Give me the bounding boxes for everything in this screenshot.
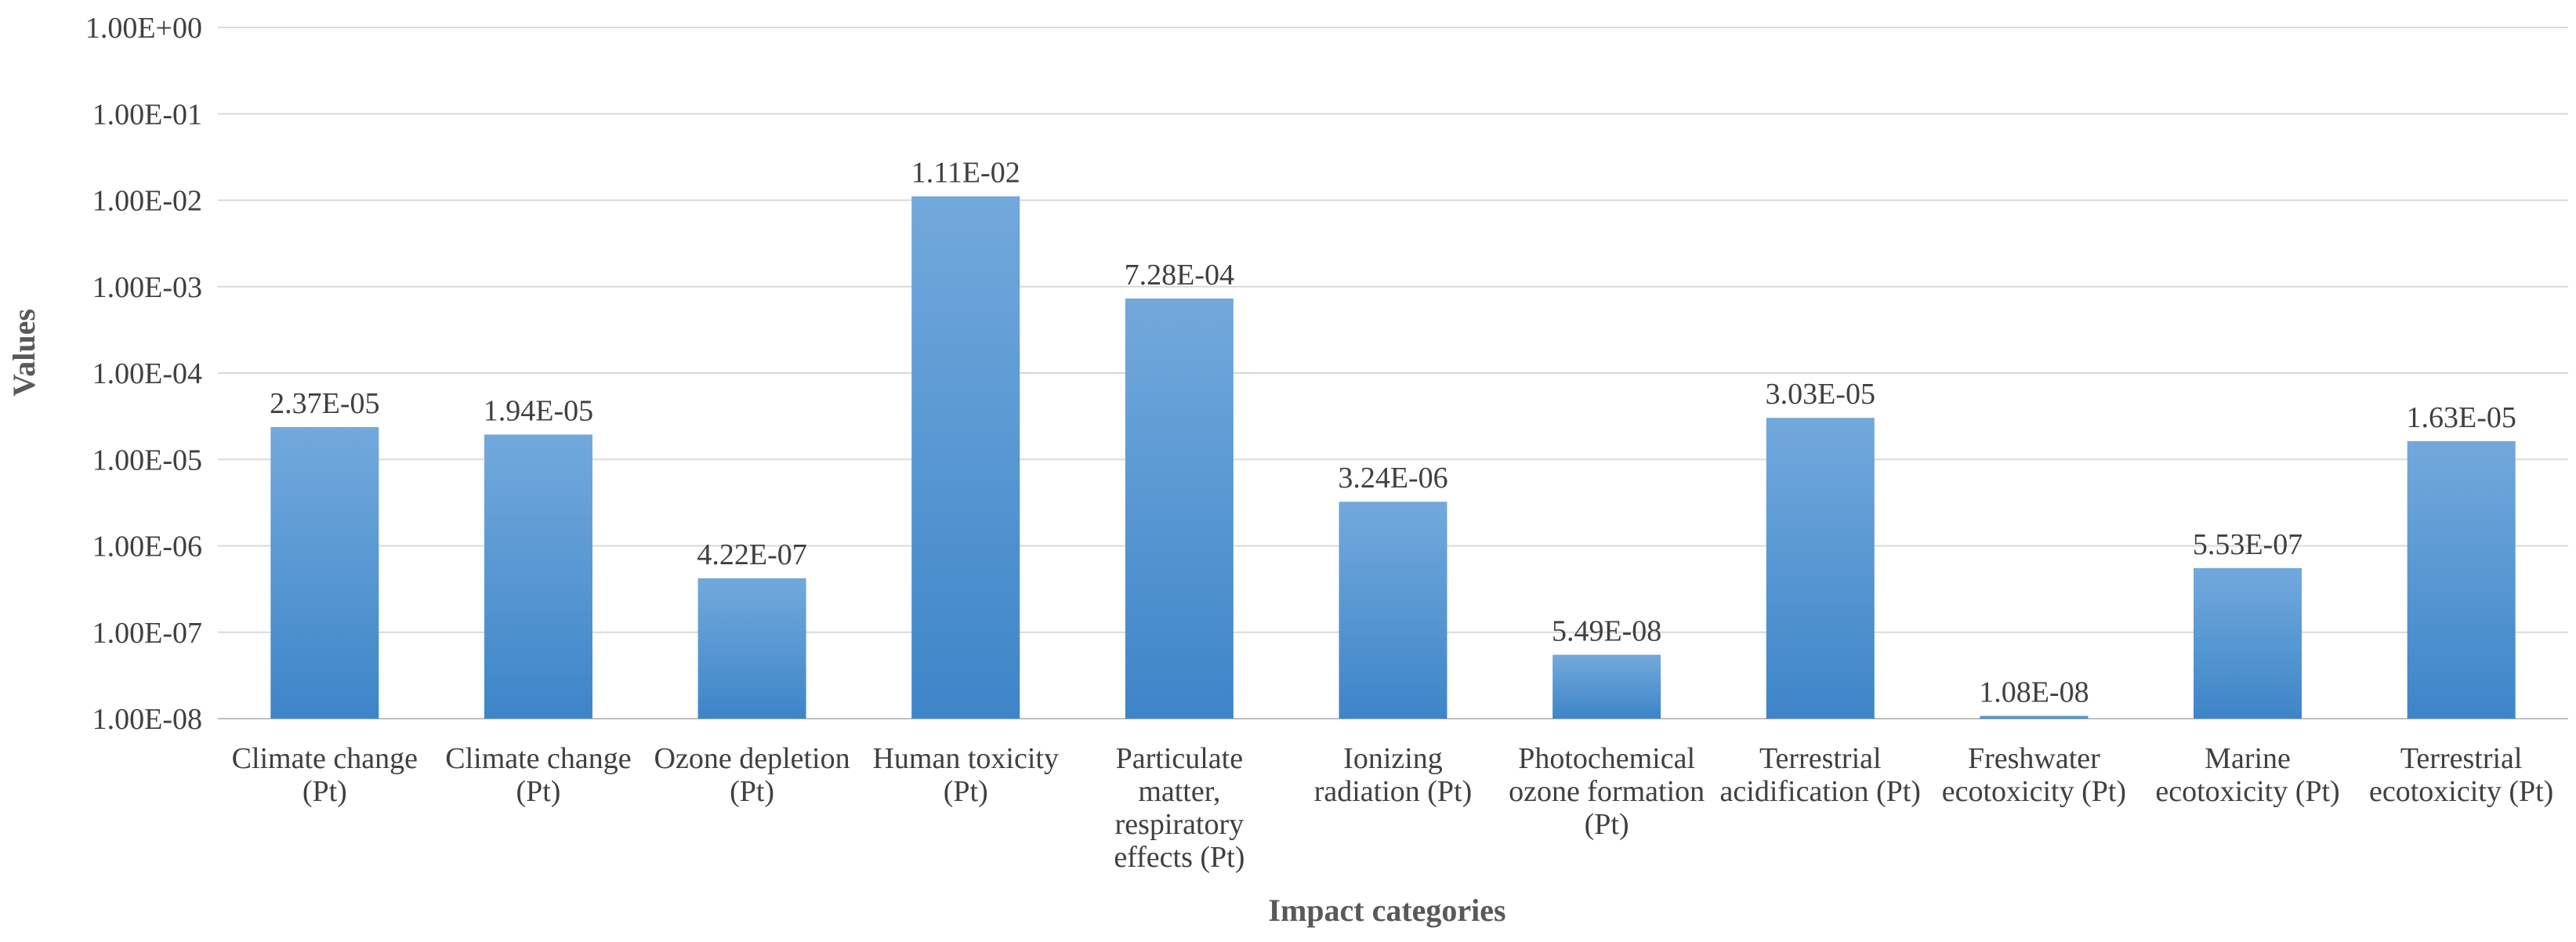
bars [270, 196, 2516, 719]
data-label: 1.11E-02 [911, 157, 1020, 190]
data-label: 3.24E-06 [1338, 462, 1447, 495]
bar [1552, 654, 1661, 719]
x-tick-label: Terrestrial acidification (Pt) [1720, 742, 1921, 808]
x-tick-label: Photochemical ozone formation (Pt) [1509, 742, 1705, 841]
bar [270, 426, 379, 719]
x-tick-label: Freshwater ecotoxicity (Pt) [1942, 742, 2126, 808]
bar [2194, 567, 2302, 719]
bar [697, 578, 806, 719]
x-tick-label: Terrestrial ecotoxicity (Pt) [2369, 742, 2553, 808]
y-tick-label: 1.00E-07 [92, 617, 202, 650]
x-tick-label: Marine ecotoxicity (Pt) [2155, 742, 2339, 808]
y-axis-ticks: 1.00E-08 1.00E-07 1.00E-06 1.00E-05 1.00E-04… [85, 12, 202, 736]
x-tick-label: Ozone depletion (Pt) [654, 742, 850, 808]
bar [1766, 418, 1875, 719]
gridlines [218, 27, 2568, 719]
y-tick-label: 1.00E-01 [92, 98, 202, 131]
bar [1125, 298, 1234, 719]
x-axis-title: Impact categories [1268, 893, 1505, 928]
data-labels: 2.37E-05 1.94E-05 4.22E-07 1.11E-02 7.28E-04… [270, 157, 2516, 709]
y-tick-label: 1.00E-03 [92, 271, 202, 304]
data-label: 1.08E-08 [1979, 676, 2089, 708]
x-tick-label: Climate change (Pt) [445, 742, 631, 808]
y-tick-label: 1.00E-06 [92, 531, 202, 563]
x-tick-label: Ionizing radiation (Pt) [1314, 742, 1473, 808]
data-label: 3.03E-05 [1766, 378, 1875, 411]
bar [1980, 716, 2089, 719]
x-tick-label: Human toxicity (Pt) [872, 742, 1058, 808]
data-label: 5.53E-07 [2193, 528, 2302, 561]
y-tick-label: 1.00E-04 [92, 357, 202, 390]
data-label: 2.37E-05 [270, 387, 379, 420]
data-label: 4.22E-07 [697, 538, 806, 571]
x-axis-categories: Climate change (Pt) Climate change (Pt) Ozon… [232, 742, 2554, 874]
bar [484, 434, 592, 719]
data-label: 7.28E-04 [1125, 259, 1234, 292]
y-tick-label: 1.00E-08 [92, 703, 202, 736]
y-tick-label: 1.00E+00 [85, 12, 202, 45]
data-label: 1.94E-05 [484, 395, 593, 428]
y-tick-label: 1.00E-05 [92, 444, 202, 476]
bar [2407, 440, 2516, 719]
x-tick-label: Particulate matter, respiratory effects (Pt… [1114, 742, 1245, 874]
data-label: 1.63E-05 [2406, 401, 2516, 434]
y-axis-title: Values [6, 309, 42, 397]
bar [911, 196, 1020, 719]
x-tick-label: Climate change (Pt) [232, 742, 418, 808]
data-label: 5.49E-08 [1552, 614, 1661, 647]
y-tick-label: 1.00E-02 [92, 185, 202, 218]
bar [1339, 502, 1447, 719]
